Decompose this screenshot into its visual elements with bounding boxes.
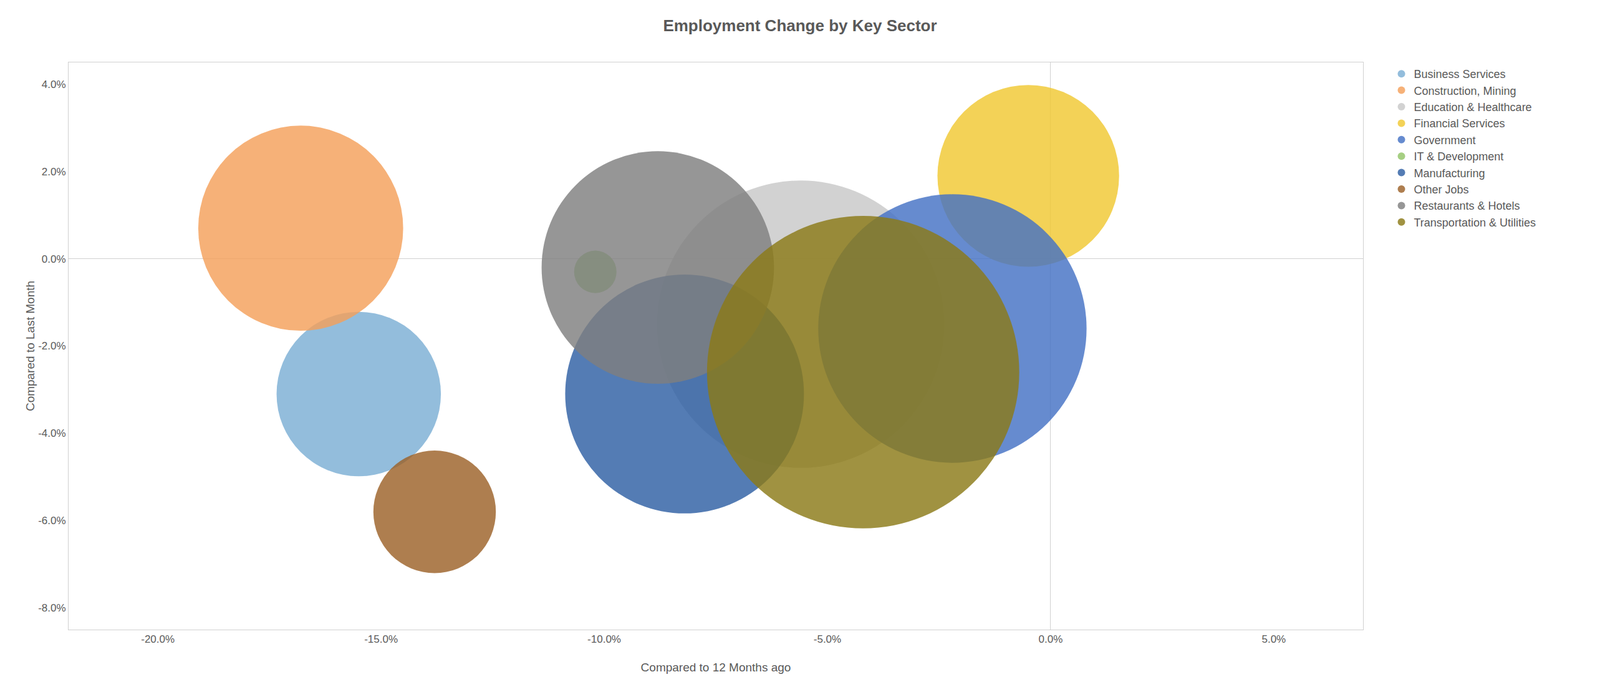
svg-text:Government: Government <box>1414 134 1476 147</box>
svg-text:-10.0%: -10.0% <box>587 632 622 645</box>
svg-text:-4.0%: -4.0% <box>38 427 66 439</box>
svg-text:-15.0%: -15.0% <box>364 632 398 645</box>
svg-text:Other Jobs: Other Jobs <box>1414 183 1470 196</box>
svg-text:Employment Change by Key Secto: Employment Change by Key Sector <box>662 16 937 35</box>
svg-text:-20.0%: -20.0% <box>140 632 175 645</box>
svg-text:Business Services: Business Services <box>1414 67 1506 81</box>
svg-text:Restaurants & Hotels: Restaurants & Hotels <box>1414 199 1521 213</box>
svg-text:Manufacturing: Manufacturing <box>1414 167 1486 180</box>
svg-text:4.0%: 4.0% <box>41 78 67 91</box>
svg-text:2.0%: 2.0% <box>41 165 67 178</box>
svg-text:Transportation & Utilities: Transportation & Utilities <box>1414 216 1536 229</box>
svg-text:IT & Development: IT & Development <box>1414 150 1504 163</box>
svg-text:Education & Healthcare: Education & Healthcare <box>1414 101 1533 114</box>
svg-text:Compared to Last Month: Compared to Last Month <box>23 280 37 411</box>
svg-text:0.0%: 0.0% <box>1038 632 1064 645</box>
svg-text:-8.0%: -8.0% <box>38 601 66 614</box>
svg-text:0.0%: 0.0% <box>41 253 67 266</box>
svg-text:-5.0%: -5.0% <box>813 632 842 645</box>
svg-text:Financial Services: Financial Services <box>1414 117 1506 130</box>
svg-text:5.0%: 5.0% <box>1261 632 1286 645</box>
svg-text:-2.0%: -2.0% <box>38 339 66 352</box>
svg-text:Compared to 12 Months ago: Compared to 12 Months ago <box>640 660 792 674</box>
svg-text:-6.0%: -6.0% <box>38 514 66 527</box>
svg-text:Construction, Mining: Construction, Mining <box>1414 84 1517 98</box>
